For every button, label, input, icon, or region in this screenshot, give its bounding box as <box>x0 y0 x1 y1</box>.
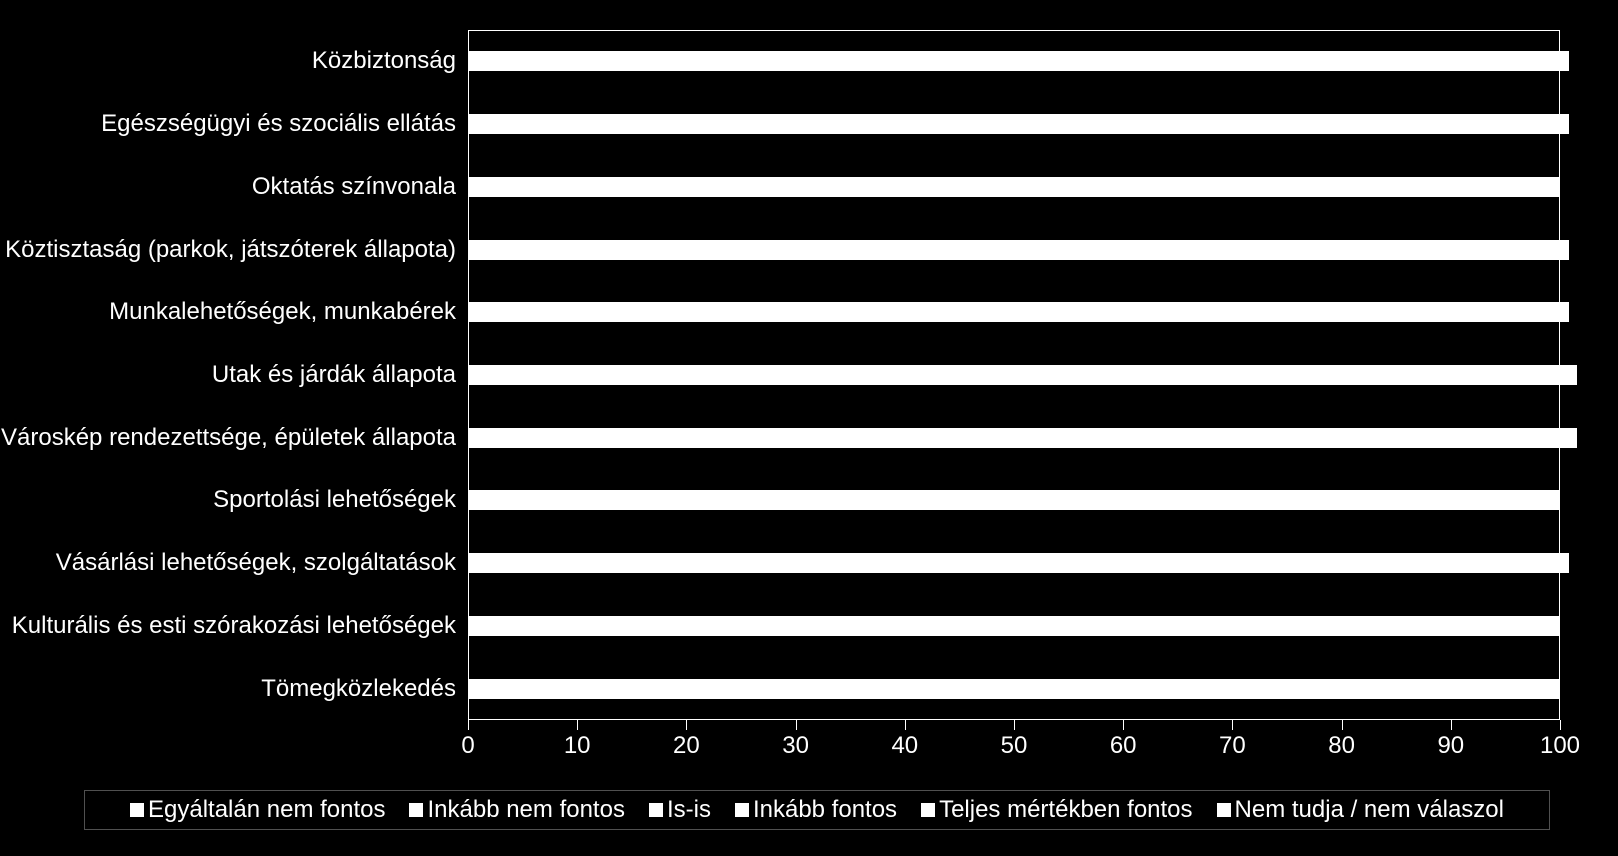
bar-segment <box>468 490 1560 510</box>
bar-segment <box>468 679 1560 699</box>
legend-item: Nem tudja / nem válaszol <box>1217 796 1504 824</box>
legend-label: Teljes mértékben fontos <box>939 796 1192 824</box>
stacked-bar-chart: Egyáltalán nem fontos Inkább nem fontos Is… <box>0 0 1618 856</box>
bar-segment <box>468 240 1569 260</box>
x-axis-label: 30 <box>782 732 809 760</box>
bar-segment <box>468 428 1577 448</box>
x-axis-label: 50 <box>1001 732 1028 760</box>
x-tick <box>1014 720 1015 730</box>
x-axis-label: 10 <box>564 732 591 760</box>
y-axis-category-label: Utak és járdák állapota <box>212 361 456 389</box>
legend-swatch <box>409 803 423 817</box>
x-axis-label: 100 <box>1540 732 1580 760</box>
y-axis-category-label: Sportolási lehetőségek <box>213 486 456 514</box>
legend-swatch <box>1217 803 1231 817</box>
x-tick <box>1123 720 1124 730</box>
x-axis-label: 70 <box>1219 732 1246 760</box>
y-axis-category-label: Közbiztonság <box>312 47 456 75</box>
legend-label: Egyáltalán nem fontos <box>148 796 385 824</box>
bar-segment <box>468 114 1569 134</box>
bar-segment <box>481 302 1569 322</box>
y-axis-category-label: Tömegközlekedés <box>261 675 456 703</box>
y-axis-category-label: Városkép rendezettsége, épületek állapot… <box>1 424 456 452</box>
x-tick <box>577 720 578 730</box>
legend-label: Is-is <box>667 796 711 824</box>
x-axis-label: 90 <box>1437 732 1464 760</box>
y-axis-category-label: Köztisztaság (parkok, játszóterek állapo… <box>5 236 456 264</box>
legend-item: Inkább fontos <box>735 796 897 824</box>
x-axis-label: 20 <box>673 732 700 760</box>
legend-swatch <box>130 803 144 817</box>
x-tick <box>686 720 687 730</box>
y-axis-category-label: Kulturális és esti szórakozási lehetőség… <box>12 612 456 640</box>
x-tick <box>1232 720 1233 730</box>
legend-label: Inkább fontos <box>753 796 897 824</box>
bar-segment <box>468 365 1577 385</box>
y-axis-category-label: Vásárlási lehetőségek, szolgáltatások <box>56 549 456 577</box>
legend-label: Nem tudja / nem válaszol <box>1235 796 1504 824</box>
legend-swatch <box>649 803 663 817</box>
x-tick <box>1451 720 1452 730</box>
x-tick <box>796 720 797 730</box>
x-axis-label: 80 <box>1328 732 1355 760</box>
legend-label: Inkább nem fontos <box>427 796 624 824</box>
bar-segment <box>468 177 1560 197</box>
x-axis-label: 60 <box>1110 732 1137 760</box>
x-tick <box>1560 720 1561 730</box>
y-axis-category-label: Munkalehetőségek, munkabérek <box>109 298 456 326</box>
x-tick <box>468 720 469 730</box>
y-axis-category-label: Oktatás színvonala <box>252 173 456 201</box>
x-tick <box>905 720 906 730</box>
legend-item: Teljes mértékben fontos <box>921 796 1192 824</box>
legend-swatch <box>735 803 749 817</box>
legend-item: Inkább nem fontos <box>409 796 624 824</box>
legend-item: Is-is <box>649 796 711 824</box>
legend-swatch <box>921 803 935 817</box>
legend-item: Egyáltalán nem fontos <box>130 796 385 824</box>
bar-segment <box>468 302 481 322</box>
y-axis-category-label: Egészségügyi és szociális ellátás <box>101 110 456 138</box>
chart-legend: Egyáltalán nem fontos Inkább nem fontos Is… <box>84 790 1550 830</box>
x-axis-label: 40 <box>891 732 918 760</box>
bar-segment <box>468 553 1569 573</box>
bar-segment <box>468 51 1569 71</box>
bar-segment <box>468 616 1560 636</box>
x-axis-label: 0 <box>461 732 474 760</box>
x-tick <box>1342 720 1343 730</box>
